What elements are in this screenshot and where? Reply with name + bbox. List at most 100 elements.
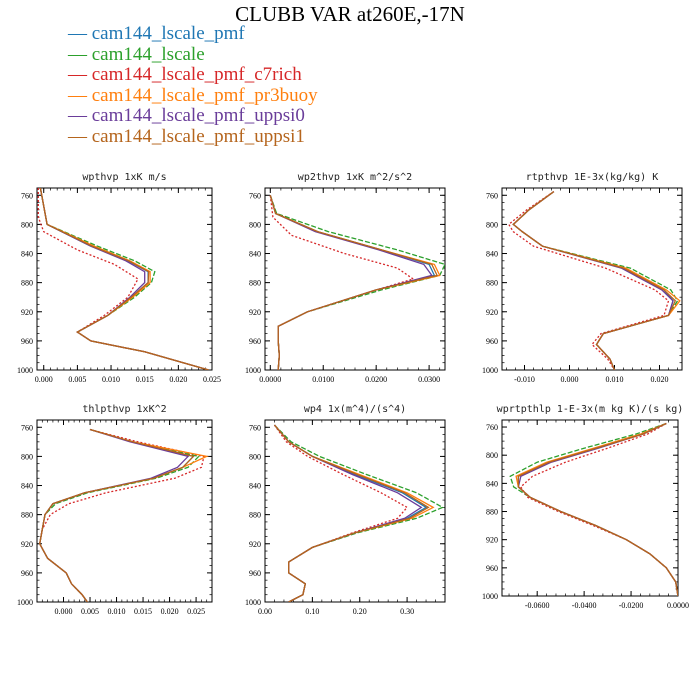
series-line [269, 195, 439, 370]
series-line [274, 424, 428, 602]
y-tick-label: 800 [249, 452, 261, 461]
y-tick-label: 920 [21, 308, 33, 317]
y-tick-label: 840 [21, 250, 33, 259]
y-tick-label: 1000 [17, 598, 33, 607]
x-tick-label: 0.000 [55, 607, 73, 616]
y-tick-label: 960 [21, 569, 33, 578]
y-tick-label: 920 [486, 536, 498, 545]
y-tick-label: 960 [486, 337, 498, 346]
series-line [512, 191, 677, 370]
x-tick-label: -0.010 [514, 375, 535, 384]
legend-label: cam144_lscale_pmf_c7rich [91, 64, 302, 85]
y-tick-label: 840 [249, 482, 261, 491]
series-line [39, 428, 195, 602]
x-tick-label: 0.000 [35, 375, 53, 384]
x-tick-label: 0.10 [305, 607, 319, 616]
series-line [39, 428, 200, 602]
x-tick-label: 0.015 [136, 375, 154, 384]
x-tick-label: 0.010 [606, 375, 624, 384]
y-tick-label: 800 [21, 452, 33, 461]
x-tick-label: 0.025 [187, 607, 205, 616]
y-tick-label: 880 [249, 279, 261, 288]
panel-title: rtpthvp 1E-3x(kg/kg) K [526, 172, 658, 183]
x-tick-label: 0.020 [651, 375, 669, 384]
series-line [273, 424, 409, 602]
legend: — cam144_lscale_pmf — cam144_lscale — ca… [68, 23, 318, 148]
x-tick-label: 0.0000 [259, 375, 281, 384]
x-tick-label: -0.0600 [525, 601, 550, 610]
y-tick-label: 760 [249, 191, 261, 200]
series-line [39, 188, 209, 370]
x-tick-label: 0.025 [203, 375, 221, 384]
chart-panel: wp4 1x(m^4)/(s^4)76080084088092096010000… [245, 404, 446, 616]
chart-panel: wp2thvp 1xK m^2/s^2 760 800 840 880 920 960 100… [245, 172, 446, 384]
series-line [274, 424, 423, 602]
legend-dash-marker: — [68, 125, 92, 147]
chart-panel: rtpthvp 1E-3x(kg/kg) K 760 800 840 880 920 960… [482, 172, 683, 384]
y-tick-label: 960 [249, 337, 261, 346]
x-tick-label: 0.015 [134, 607, 152, 616]
series-line [515, 422, 678, 596]
y-tick-label: 880 [486, 279, 498, 288]
legend-label: cam144_lscale [91, 43, 205, 65]
y-tick-label: 880 [21, 511, 33, 520]
x-tick-label: 0.0300 [418, 375, 440, 384]
legend-label: cam144_lscale_pmf [91, 23, 245, 44]
y-tick-label: 760 [21, 423, 33, 432]
series-line [517, 422, 678, 596]
x-tick-label: 0.000 [561, 375, 579, 384]
y-tick-label: 1000 [17, 366, 33, 375]
legend-item: — cam144_lscale_pmf [68, 23, 318, 45]
series-line [39, 428, 205, 602]
series-line [274, 424, 430, 602]
legend-dash-marker: — [68, 43, 92, 65]
y-tick-label: 1000 [245, 598, 261, 607]
x-tick-label: 0.30 [400, 607, 414, 616]
series-line [519, 422, 678, 596]
figure-title: CLUBB VAR at260E,-17N [235, 2, 465, 26]
y-tick-label: 840 [21, 482, 33, 491]
y-tick-label: 880 [249, 511, 261, 520]
legend-item: — cam144_lscale_pmf_pr3buoy [68, 84, 318, 107]
series-line [517, 422, 678, 596]
panel-title: wpthvp 1xK m/s [82, 172, 166, 183]
plot-frame [36, 419, 213, 603]
y-tick-label: 920 [21, 540, 33, 549]
y-tick-label: 920 [249, 540, 261, 549]
y-tick-label: 840 [249, 250, 261, 259]
x-tick-label: 0.010 [108, 607, 126, 616]
legend-dash-marker: — [68, 84, 92, 106]
legend-dash-marker: — [68, 64, 92, 85]
y-tick-label: 920 [486, 308, 498, 317]
y-tick-label: 920 [249, 308, 261, 317]
chart-panel: wprtpthlp 1-E-3x(m kg K)/(s kg) 760 800 840… [482, 404, 689, 610]
y-tick-label: 800 [249, 220, 261, 229]
y-tick-label: 1000 [482, 366, 498, 375]
plot-frame [36, 187, 213, 371]
series-line [517, 422, 678, 596]
x-tick-label: -0.0200 [619, 601, 644, 610]
legend-label: cam144_lscale_pmf_uppsi0 [91, 105, 305, 126]
x-tick-label: 0.005 [81, 607, 99, 616]
series-line [274, 424, 435, 602]
y-tick-label: 760 [249, 423, 261, 432]
x-tick-label: 0.00 [258, 607, 272, 616]
y-tick-label: 800 [486, 451, 498, 460]
legend-dash-marker: — [68, 105, 92, 126]
x-tick-label: -0.0400 [572, 601, 597, 610]
y-tick-label: 760 [486, 191, 498, 200]
y-tick-label: 1000 [482, 592, 498, 601]
legend-dash-marker: — [68, 23, 92, 44]
y-tick-label: 880 [486, 508, 498, 517]
plot-frame [501, 419, 679, 597]
y-tick-label: 760 [486, 423, 498, 432]
y-tick-label: 1000 [245, 366, 261, 375]
y-tick-label: 800 [21, 220, 33, 229]
series-line [39, 428, 190, 602]
legend-item: — cam144_lscale_pmf_uppsi1 [68, 125, 318, 148]
x-tick-label: 0.0100 [312, 375, 334, 384]
y-tick-label: 960 [486, 564, 498, 573]
x-tick-label: 0.0000 [667, 601, 689, 610]
